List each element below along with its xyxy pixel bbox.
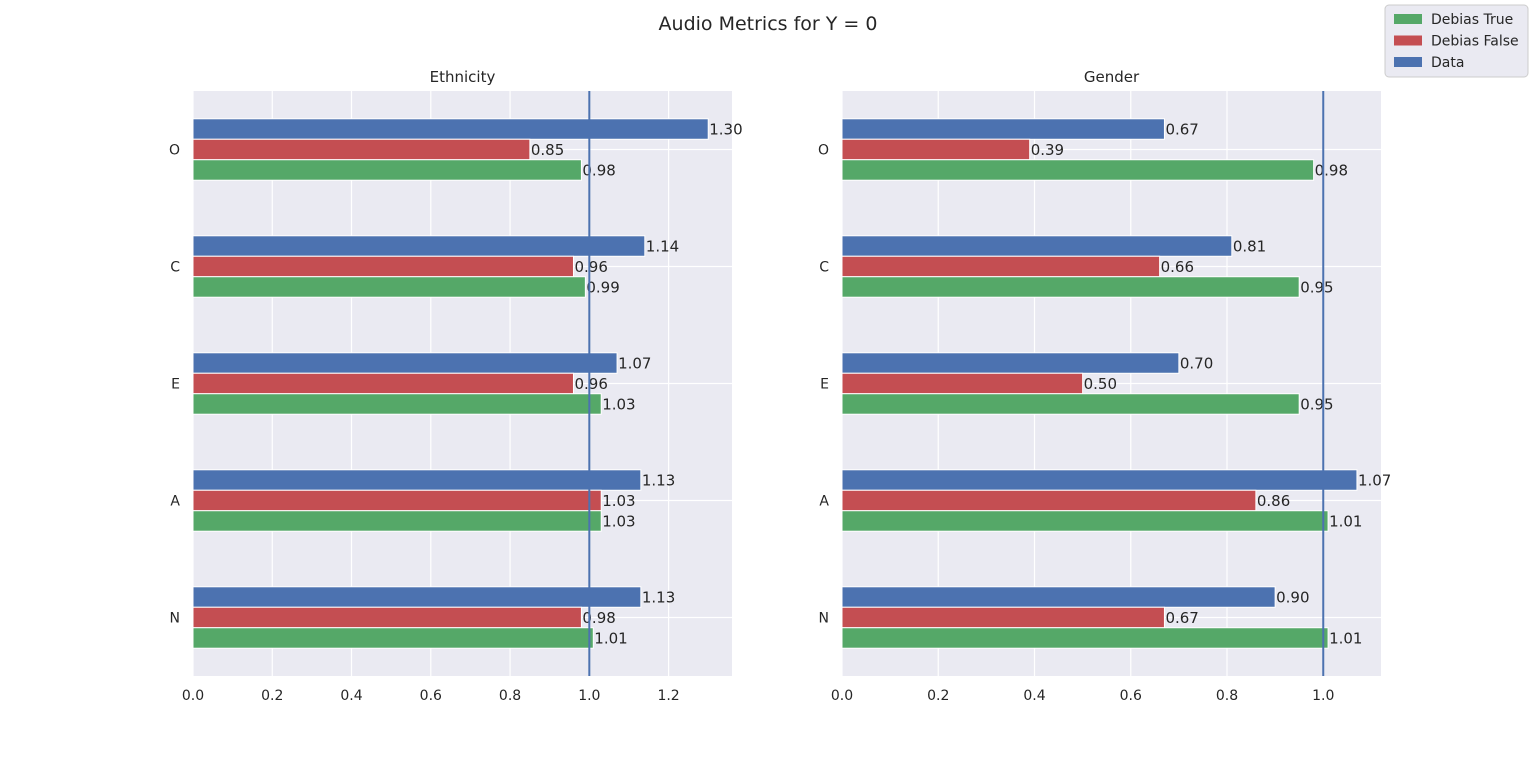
bar-debias-false-o [192,138,531,161]
data-label: 1.03 [602,395,635,413]
x-tick-label: 0.2 [927,688,949,704]
legend-label: Debias True [1431,12,1513,28]
y-tick-label: C [819,260,829,276]
bar-debias-false-a [841,489,1257,512]
data-label: 0.90 [1276,589,1309,607]
data-label: 1.13 [642,472,675,490]
data-label: 0.95 [1300,395,1333,413]
bar-debias-false-n [192,606,582,629]
bar-debias-false-c [192,255,574,278]
legend-swatch [1394,14,1422,24]
x-tick-label: 0.8 [499,688,521,704]
data-label: 0.98 [582,161,615,179]
bar-debias-true-n [192,627,594,649]
legend-label: Debias False [1431,34,1519,50]
bar-data-o [841,118,1165,140]
data-label: 1.07 [618,355,651,373]
y-tick-label: O [818,143,829,159]
data-label: 1.03 [602,492,635,510]
data-label: 0.39 [1031,141,1064,159]
data-label: 0.50 [1084,375,1117,393]
data-label: 0.96 [574,258,607,276]
bar-debias-true-e [192,393,602,415]
bar-debias-false-c [841,255,1161,278]
legend-label: Data [1431,55,1464,71]
bar-debias-true-n [841,627,1329,649]
y-tick-label: N [170,611,180,627]
y-tick-label: A [819,494,829,510]
data-label: 0.70 [1180,355,1213,373]
chart-title: Gender [1084,68,1140,86]
x-tick-label: 0.6 [1120,688,1142,704]
legend-swatch [1394,35,1422,46]
x-tick-label: 0.4 [340,688,362,704]
bar-data-e [841,352,1180,374]
data-label: 0.98 [582,609,615,627]
bar-debias-true-a [841,510,1329,532]
y-tick-label: E [171,377,180,393]
bar-debias-true-e [841,393,1300,415]
x-tick-label: 0.2 [261,688,283,704]
y-tick-label: N [819,611,829,627]
bar-data-n [841,586,1276,608]
x-tick-label: 1.0 [578,688,600,704]
data-label: 1.01 [594,629,627,647]
data-label: 0.98 [1315,161,1348,179]
bar-debias-true-c [192,276,586,298]
data-label: 0.99 [586,278,619,296]
bar-data-o [192,118,709,140]
data-label: 1.13 [642,589,675,607]
chart-gender: 0.0 0.2 0.4 0.6 0.8 1.0 0.67 0.81 0.70 1.07 0.90 0.… [818,68,1391,704]
bar-data-a [192,469,642,491]
data-label: 0.96 [574,375,607,393]
data-label: 0.66 [1161,258,1194,276]
bar-debias-false-a [192,489,602,512]
data-label: 0.86 [1257,492,1290,510]
data-label: 1.07 [1358,472,1391,490]
x-tick-label: 1.2 [657,688,679,704]
data-label: 0.95 [1300,278,1333,296]
x-tick-label: 0.8 [1216,688,1238,704]
data-label: 1.03 [602,512,635,530]
panels: 0.0 0.2 0.4 0.6 0.8 1.0 1.2 1.30 1.14 1.07 1.13 1.1… [169,68,1391,704]
bar-debias-false-n [841,606,1165,629]
legend: Debias True Debias False Data [1384,4,1529,78]
bar-debias-false-o [841,138,1031,161]
data-label: 1.01 [1329,512,1362,530]
y-tick-label: E [820,377,829,393]
y-tick-label: C [170,260,180,276]
legend-swatch [1394,57,1422,67]
figure-title: Audio Metrics for Y = 0 [659,13,878,35]
x-tick-label: 0.6 [420,688,442,704]
data-label: 0.85 [531,141,564,159]
y-tick-label: A [170,494,180,510]
data-label: 1.30 [709,121,742,139]
bar-data-c [192,235,646,257]
chart-title: Ethnicity [430,68,496,86]
bar-debias-true-o [192,159,582,181]
x-tick-label: 0.0 [182,688,204,704]
chart-ethnicity: 0.0 0.2 0.4 0.6 0.8 1.0 1.2 1.30 1.14 1.07 1.13 1.1… [169,68,743,704]
x-tick-label: 1.0 [1312,688,1334,704]
x-tick-label: 0.0 [831,688,853,704]
bar-debias-true-o [841,159,1315,181]
bar-debias-false-e [192,372,574,395]
data-label: 1.01 [1329,629,1362,647]
bar-debias-false-e [841,372,1084,395]
bar-debias-true-a [192,510,602,532]
x-tick-label: 0.4 [1023,688,1045,704]
data-label: 1.14 [646,238,679,256]
bar-data-c [841,235,1233,257]
bar-data-a [841,469,1358,491]
bar-data-e [192,352,618,374]
bar-debias-true-c [841,276,1300,298]
y-tick-label: O [169,143,180,159]
data-label: 0.67 [1165,609,1198,627]
data-label: 0.81 [1233,238,1266,256]
data-label: 0.67 [1165,121,1198,139]
bar-data-n [192,586,642,608]
